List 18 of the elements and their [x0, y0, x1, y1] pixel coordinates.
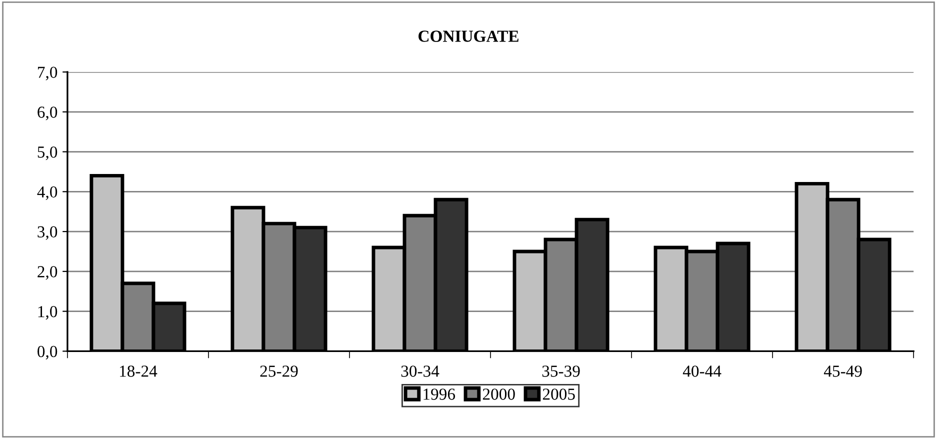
y-tick-label: 3,0	[38, 226, 58, 240]
x-tick-label: 25-29	[260, 366, 298, 377]
chart-title: CONIUGATE	[418, 30, 518, 42]
legend-label: 2000	[482, 388, 515, 400]
x-tick-label: 40-44	[682, 366, 722, 377]
x-tick-label: 30-34	[401, 366, 440, 377]
legend-label: 1996	[424, 388, 456, 400]
y-tick-label: 2,0	[38, 266, 58, 280]
x-tick-label: 18-24	[120, 366, 158, 377]
y-tick-label: 5,0	[38, 146, 58, 160]
y-tick-label: 0,0	[38, 346, 58, 360]
x-tick-label: 45-49	[824, 366, 862, 377]
legend-label: 2005	[542, 388, 575, 400]
y-tick-label: 4,0	[37, 186, 58, 200]
x-tick-label: 35-39	[542, 366, 580, 377]
y-tick-label: 1,0	[38, 306, 58, 320]
y-tick-label: 6,0	[38, 106, 58, 120]
y-tick-label: 7,0	[38, 66, 58, 80]
